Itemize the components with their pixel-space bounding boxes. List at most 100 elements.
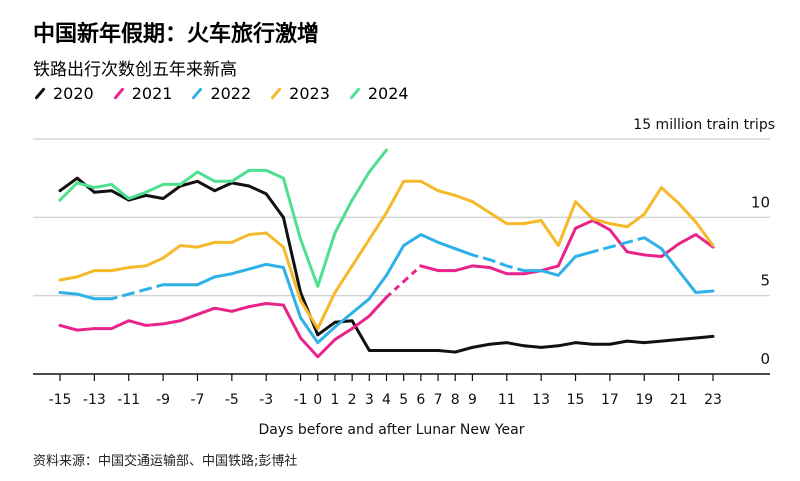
series-2023-segment [574, 200, 594, 220]
series-2023-segment [420, 179, 439, 193]
series-2023-point [488, 211, 492, 215]
series-2021-point [453, 269, 457, 273]
series-2022-segment [592, 245, 611, 254]
series-2022-point [144, 287, 148, 291]
series-2024-point [110, 182, 114, 186]
series-2021-point [419, 264, 423, 268]
series-2023-point [110, 269, 114, 273]
series-2020-segment [558, 341, 576, 348]
series-2021-point [470, 264, 474, 268]
series-2023-point [127, 265, 131, 269]
series-2023-segment [59, 275, 78, 282]
series-2023-point [625, 225, 629, 229]
series-2022-point [178, 283, 182, 287]
series-2024-point [367, 170, 371, 174]
x-tick-label: 19 [635, 392, 653, 408]
series-2022-segment [454, 247, 473, 257]
series-2020-segment [231, 181, 250, 188]
series-2023-segment [385, 180, 405, 214]
series-2021-segment [162, 319, 181, 326]
series-2023-point [161, 256, 165, 260]
series-2024-segment [196, 170, 216, 183]
series-2021-segment [402, 264, 422, 283]
series-2023-segment [180, 244, 198, 249]
series-2020-point [195, 179, 199, 183]
series-2022-segment [402, 233, 422, 247]
legend-label: 2020 [53, 84, 94, 103]
series-2021-segment [385, 280, 405, 299]
series-2020-segment [94, 189, 112, 194]
series-2023-segment [281, 246, 303, 301]
series-2020-segment [489, 341, 507, 346]
series-2020-point [385, 349, 388, 352]
series-2023-point [677, 201, 681, 205]
series-2022-segment [265, 262, 284, 269]
series-2020-point [350, 319, 354, 323]
x-tick-label: 17 [601, 392, 619, 408]
series-2023-point [694, 220, 698, 224]
series-2022-point [264, 262, 268, 266]
series-2021-segment [694, 233, 714, 249]
series-2022-point [694, 291, 698, 295]
series-2024-segment [333, 199, 354, 234]
series-2022-segment [128, 287, 147, 296]
series-2023-point [453, 193, 457, 197]
series-2024-segment [58, 181, 79, 202]
series-2024-point [127, 197, 131, 201]
series-2021-segment [145, 322, 164, 327]
series-2020-point [659, 339, 663, 343]
series-2023-point [230, 240, 234, 244]
series-2021-point [367, 314, 371, 318]
series-2022-point [436, 240, 440, 244]
series-2021-point [178, 319, 182, 323]
series-2022-point [402, 244, 406, 248]
x-tick-label: 1 [330, 392, 339, 408]
series-2020-segment [162, 184, 182, 200]
series-2023-segment [660, 186, 680, 205]
series-2022-segment [231, 267, 250, 276]
series-2022-point [677, 269, 681, 273]
series-2022-point [539, 269, 543, 273]
series-2021-point [574, 226, 578, 230]
x-tick-label: -3 [259, 392, 273, 408]
series-2021-point [522, 272, 526, 276]
x-tick-label: 13 [532, 392, 550, 408]
series-2020-segment [575, 341, 593, 346]
y-tick-label: 0 [760, 350, 770, 368]
series-2020-point [92, 190, 96, 194]
series-2021-segment [644, 253, 662, 258]
series-2021-segment [179, 313, 198, 323]
series-2021-segment [351, 314, 371, 330]
series-2021-segment [77, 327, 95, 332]
series-2021-point [281, 303, 285, 307]
series-2021-point [230, 309, 234, 313]
series-2020-segment [59, 176, 79, 192]
series-2023-segment [539, 219, 560, 247]
series-2024-point [299, 237, 303, 241]
series-2020-segment [609, 339, 628, 346]
series-2023-point [75, 275, 79, 279]
series-2020-segment [644, 339, 662, 345]
series-2022-point [659, 247, 663, 251]
series-2022-point [453, 247, 457, 251]
series-2023-segment [231, 233, 250, 244]
series-2022-point [58, 291, 62, 295]
x-tick-label: 9 [468, 392, 477, 408]
x-tick-label: -11 [117, 392, 140, 408]
series-2020-segment [437, 349, 456, 354]
series-2020-point [58, 189, 62, 193]
series-2023-point [333, 291, 337, 295]
series-2022-segment [575, 250, 594, 258]
series-2021-point [642, 253, 646, 257]
series-2020-point [316, 333, 320, 337]
series-2022-point [195, 283, 199, 287]
series-2021-point [195, 312, 199, 316]
series-2022-segment [540, 269, 559, 277]
x-tick-label: 6 [416, 392, 425, 408]
series-2023-point [247, 233, 251, 237]
series-2023-point [574, 200, 578, 204]
series-2022-point [161, 283, 165, 287]
series-2021-point [316, 355, 320, 359]
series-2023-point [58, 278, 62, 282]
series-2024-point [385, 148, 388, 152]
